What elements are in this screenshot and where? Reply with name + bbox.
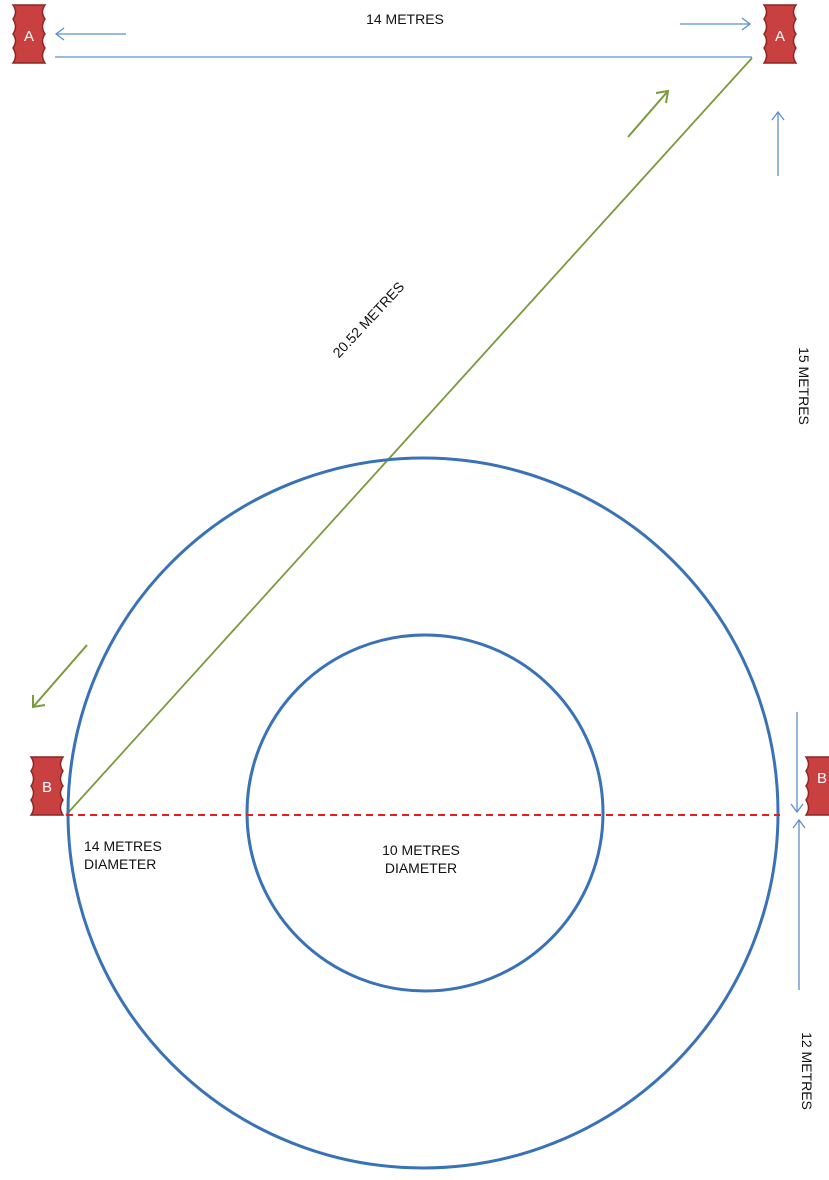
diagonal-down-arrow-icon — [32, 644, 88, 709]
marker-a-top-right-label: A — [775, 28, 785, 45]
marker-a-top-right: A — [762, 4, 798, 64]
right-upper-distance-label: 15 METRES — [796, 347, 812, 425]
marker-b-right-label: B — [817, 770, 827, 787]
inner-circle — [245, 633, 605, 993]
marker-a-top-left-label: A — [24, 28, 34, 45]
outer-circle-label-line1: 14 METRES — [84, 838, 162, 854]
top-right-arrow-icon — [680, 17, 752, 31]
marker-a-top-left: A — [11, 4, 47, 64]
right-up-arrow-icon — [771, 110, 785, 176]
right-up-arrow-lower-icon — [792, 818, 806, 990]
diagonal-line — [65, 57, 753, 816]
marker-b-right: B — [804, 756, 829, 816]
marker-b-left: B — [29, 756, 65, 816]
diagonal-distance-label: 20.52 METRES — [329, 279, 407, 361]
marker-b-left-label: B — [42, 779, 52, 796]
top-distance-label: 14 METRES — [366, 11, 444, 27]
outer-circle — [66, 456, 780, 1170]
right-down-arrow-icon — [790, 712, 804, 814]
right-lower-distance-label: 12 METRES — [799, 1032, 815, 1110]
outer-circle-label-line2: DIAMETER — [84, 856, 156, 872]
inner-circle-label-line2: DIAMETER — [385, 860, 457, 876]
top-left-arrow-icon — [54, 27, 126, 41]
inner-circle-label-line1: 10 METRES — [382, 842, 460, 858]
diagonal-up-arrow-icon — [627, 89, 670, 138]
